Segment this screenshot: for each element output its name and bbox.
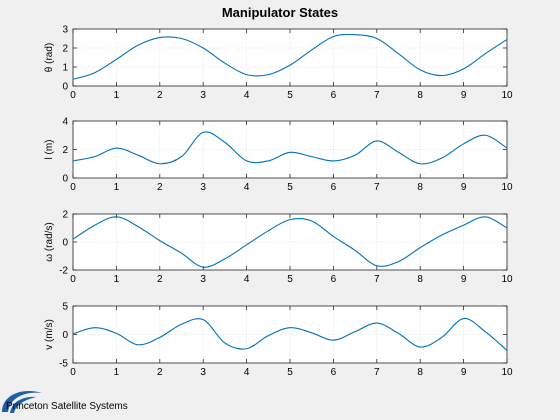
x-tick-label: 1 <box>114 367 120 378</box>
x-tick-label: 1 <box>114 182 120 193</box>
y-tick-label: 2 <box>62 210 68 221</box>
company-name: Princeton Satellite Systems <box>6 401 128 412</box>
x-tick-label: 10 <box>501 90 513 101</box>
y-tick-label: 0 <box>62 330 68 341</box>
subplot-2: 0 1 2 3 4 5 6 7 8 9 10 0 2 4 l (m) <box>44 117 513 194</box>
x-tick-label: 3 <box>200 90 206 101</box>
y-tick-label: -2 <box>59 266 68 277</box>
y-tick-label: 1 <box>62 63 68 74</box>
x-tick-label: 7 <box>374 274 380 285</box>
y-tick-label: 2 <box>62 44 68 55</box>
x-tick-label: 1 <box>114 274 120 285</box>
x-tick-label: 3 <box>200 274 206 285</box>
y-tick-label: -5 <box>59 359 68 370</box>
x-tick-label: 6 <box>331 367 337 378</box>
x-tick-label: 0 <box>70 90 76 101</box>
y-tick-label: 0 <box>62 238 68 249</box>
x-tick-label: 4 <box>244 274 250 285</box>
y-axis-label: θ (rad) <box>44 43 55 72</box>
x-tick-label: 9 <box>461 90 467 101</box>
x-tick-label: 6 <box>331 274 337 285</box>
series-line <box>72 33 508 80</box>
x-tick-label: 0 <box>70 182 76 193</box>
x-tick-label: 0 <box>70 367 76 378</box>
y-axis-label: v (m/s) <box>44 319 55 350</box>
x-tick-label: 7 <box>374 367 380 378</box>
x-tick-label: 2 <box>157 90 163 101</box>
x-tick-label: 4 <box>244 182 250 193</box>
series-line <box>72 131 508 165</box>
y-tick-label: 5 <box>62 302 68 313</box>
y-axis-label: ω (rad/s) <box>44 222 55 261</box>
x-tick-label: 8 <box>417 274 423 285</box>
series-line <box>72 216 508 268</box>
x-tick-label: 5 <box>287 367 293 378</box>
x-tick-label: 6 <box>331 90 337 101</box>
swoosh-logo-icon <box>2 391 42 412</box>
x-tick-label: 5 <box>287 274 293 285</box>
swoosh-logo-accent-icon <box>10 396 36 413</box>
x-tick-label: 6 <box>331 182 337 193</box>
y-tick-label: 0 <box>62 174 68 185</box>
y-axis-label: l (m) <box>44 140 55 160</box>
x-tick-label: 8 <box>417 90 423 101</box>
x-tick-label: 4 <box>244 367 250 378</box>
series-line <box>72 317 508 351</box>
x-tick-label: 3 <box>200 182 206 193</box>
x-tick-label: 5 <box>287 182 293 193</box>
x-tick-label: 2 <box>157 182 163 193</box>
x-tick-label: 10 <box>501 367 513 378</box>
x-tick-label: 2 <box>157 274 163 285</box>
x-tick-label: 1 <box>114 90 120 101</box>
x-tick-label: 10 <box>501 182 513 193</box>
y-tick-label: 3 <box>62 25 68 36</box>
x-tick-label: 5 <box>287 90 293 101</box>
x-tick-label: 9 <box>461 182 467 193</box>
y-tick-label: 2 <box>62 145 68 156</box>
y-tick-label: 4 <box>62 117 68 128</box>
x-tick-label: 9 <box>461 274 467 285</box>
x-tick-label: 7 <box>374 90 380 101</box>
x-tick-label: 2 <box>157 367 163 378</box>
x-tick-label: 8 <box>417 367 423 378</box>
chart-title: Manipulator States <box>222 5 338 20</box>
x-tick-label: 8 <box>417 182 423 193</box>
x-tick-label: 0 <box>70 274 76 285</box>
subplot-1: 0 1 2 3 4 5 6 7 8 9 10 0 1 2 3 θ (rad) <box>44 25 513 102</box>
x-tick-label: 7 <box>374 182 380 193</box>
y-tick-label: 0 <box>62 82 68 93</box>
x-tick-label: 4 <box>244 90 250 101</box>
x-tick-label: 10 <box>501 274 513 285</box>
x-tick-label: 3 <box>200 367 206 378</box>
x-tick-label: 9 <box>461 367 467 378</box>
company-logo: Princeton Satellite Systems <box>2 391 128 413</box>
